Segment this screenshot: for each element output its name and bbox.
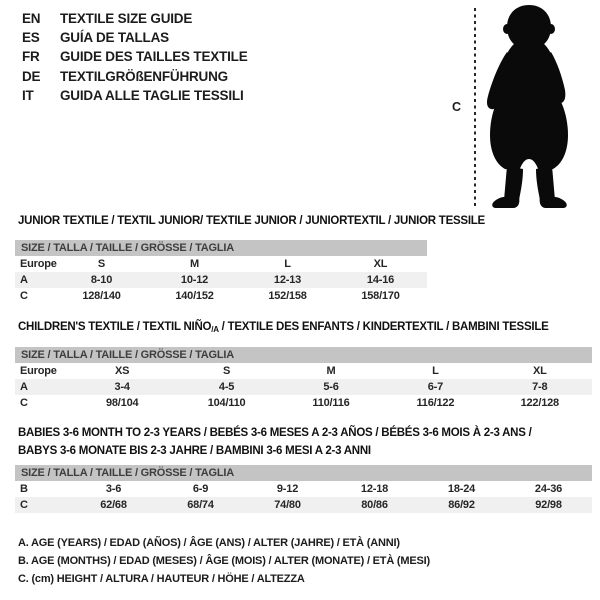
language-list: EN TEXTILE SIZE GUIDE ES GUÍA DE TALLAS … (22, 9, 248, 105)
size-header-row: SIZE / TALLA / TAILLE / GRÖSSE / TAGLIA (15, 240, 427, 256)
size-header-label: SIZE / TALLA / TAILLE / GRÖSSE / TAGLIA (15, 465, 592, 481)
toddler-silhouette (487, 5, 568, 208)
children-title-text-rest: / TEXTILE DES ENFANTS / KINDERTEXTIL / B… (218, 321, 549, 333)
table-cell: 18-24 (447, 483, 476, 495)
children-title-subscript: /A (211, 325, 219, 334)
language-code: EN (22, 11, 41, 27)
junior-title-text: JUNIOR TEXTILE / TEXTIL JUNIOR/ TEXTILE … (18, 215, 485, 227)
table-cell: 80/86 (361, 499, 388, 511)
footnote-b: B. AGE (MONTHS) / EDAD (MESES) / ÂGE (MO… (18, 554, 430, 567)
table-cell: 104/110 (207, 397, 246, 409)
junior-section-title: JUNIOR TEXTILE / TEXTIL JUNIOR/ TEXTILE … (18, 212, 485, 230)
size-header-label: SIZE / TALLA / TAILLE / GRÖSSE / TAGLIA (15, 347, 592, 363)
table-cell: 9-12 (276, 483, 299, 495)
table-cell: 14-16 (366, 274, 395, 286)
table-cell: 86/92 (448, 499, 475, 511)
table-cell: 74/80 (274, 499, 301, 511)
table-cell: 12-13 (273, 274, 302, 286)
babies-section-title: BABIES 3-6 MONTH TO 2-3 YEARS / BEBÉS 3-… (18, 424, 532, 460)
table-row: A 8-10 10-12 12-13 14-16 (15, 272, 427, 288)
table-cell: 140/152 (175, 290, 214, 302)
size-header-label: SIZE / TALLA / TAILLE / GRÖSSE / TAGLIA (15, 240, 427, 256)
table-cell: S (223, 365, 231, 377)
table-cell: 12-18 (360, 483, 389, 495)
table-cell: 92/98 (535, 499, 562, 511)
table-cell: 3-4 (114, 381, 131, 393)
footnote-a: A. AGE (YEARS) / EDAD (AÑOS) / ÂGE (ANS)… (18, 537, 400, 549)
table-row: C 62/68 68/74 74/80 80/86 86/92 92/98 (15, 497, 592, 513)
table-cell: S (97, 258, 106, 270)
language-code: IT (22, 87, 34, 103)
row-label: C (20, 290, 28, 302)
row-label: A (20, 381, 28, 393)
table-cell: 24-36 (534, 483, 563, 495)
table-cell: 7-8 (532, 381, 548, 393)
table-row: Europe XS S M L XL (15, 363, 592, 379)
footnote-c: C. (cm) HEIGHT / ALTURA / HAUTEUR / HÖHE… (18, 572, 305, 585)
babies-size-table: SIZE / TALLA / TAILLE / GRÖSSE / TAGLIA B… (15, 465, 592, 513)
table-cell: 116/122 (416, 397, 455, 409)
footnote-list: A. AGE (YEARS) / EDAD (AÑOS) / ÂGE (ANS)… (18, 535, 430, 588)
table-cell: 98/104 (105, 397, 139, 409)
table-row: Europe S M L XL (15, 256, 427, 272)
table-cell: 62/68 (100, 499, 127, 511)
size-header-row: SIZE / TALLA / TAILLE / GRÖSSE / TAGLIA (15, 465, 592, 481)
table-row: C 98/104 104/110 110/116 116/122 122/128 (15, 395, 592, 411)
table-cell: 4-5 (218, 381, 235, 393)
table-cell: 8-10 (90, 274, 113, 286)
table-cell: L (432, 365, 439, 377)
table-cell: 3-6 (105, 483, 122, 495)
language-title: GUÍA DE TALLAS (60, 30, 169, 46)
row-label: Europe (20, 365, 57, 377)
babies-title-line1: BABIES 3-6 MONTH TO 2-3 YEARS / BEBÉS 3-… (18, 427, 532, 439)
language-code: FR (22, 49, 40, 65)
table-cell: 5-6 (323, 381, 339, 393)
table-cell: 6-9 (192, 483, 209, 495)
table-cell: 128/140 (82, 290, 121, 302)
table-row: A 3-4 4-5 5-6 6-7 7-8 (15, 379, 592, 395)
language-title: TEXTILE SIZE GUIDE (60, 11, 193, 27)
row-label: Europe (20, 258, 57, 270)
babies-title-line2: BABYS 3-6 MONATE BIS 2-3 JAHRE / BAMBINI… (18, 445, 371, 457)
language-title: GUIDE DES TAILLES TEXTILE (60, 49, 248, 65)
language-row-it: IT GUIDA ALLE TAGLIE TESSILI (22, 86, 248, 105)
table-cell: 152/158 (268, 290, 307, 302)
children-section-title: CHILDREN'S TEXTILE / TEXTIL NIÑO/A / TEX… (18, 318, 549, 339)
language-title: GUIDA ALLE TAGLIE TESSILI (60, 87, 244, 103)
table-cell: 110/116 (312, 397, 350, 409)
children-size-table: SIZE / TALLA / TAILLE / GRÖSSE / TAGLIA E… (15, 347, 592, 411)
row-label: A (20, 274, 28, 286)
language-code: DE (22, 68, 41, 84)
row-label: C (20, 397, 28, 409)
table-cell: 10-12 (180, 274, 209, 286)
table-cell: M (326, 365, 336, 377)
table-cell: XL (532, 365, 547, 377)
table-cell: XS (115, 365, 130, 377)
size-header-row: SIZE / TALLA / TAILLE / GRÖSSE / TAGLIA (15, 347, 592, 363)
table-cell: L (284, 258, 291, 270)
language-row-de: DE TEXTILGRÖßENFÜHRUNG (22, 67, 248, 86)
table-cell: 158/170 (361, 290, 400, 302)
table-row: C 128/140 140/152 152/158 158/170 (15, 288, 427, 304)
children-title-text: CHILDREN'S TEXTILE / TEXTIL NIÑO (18, 321, 212, 333)
table-cell: XL (373, 258, 388, 270)
height-c-label: C (452, 100, 462, 114)
language-row-en: EN TEXTILE SIZE GUIDE (22, 9, 248, 28)
row-label: B (20, 483, 28, 495)
table-cell: 6-7 (427, 381, 444, 393)
language-code: ES (22, 30, 40, 46)
height-measure-dotted-line (474, 8, 476, 208)
row-label: C (20, 499, 28, 511)
junior-size-table: SIZE / TALLA / TAILLE / GRÖSSE / TAGLIA E… (15, 240, 427, 304)
language-title: TEXTILGRÖßENFÜHRUNG (60, 68, 228, 84)
language-row-es: ES GUÍA DE TALLAS (22, 28, 248, 47)
language-row-fr: FR GUIDE DES TAILLES TEXTILE (22, 47, 248, 66)
table-row: B 3-6 6-9 9-12 12-18 18-24 24-36 (15, 481, 592, 497)
table-cell: 122/128 (520, 397, 560, 409)
table-cell: 68/74 (187, 499, 214, 511)
table-cell: M (190, 258, 199, 270)
